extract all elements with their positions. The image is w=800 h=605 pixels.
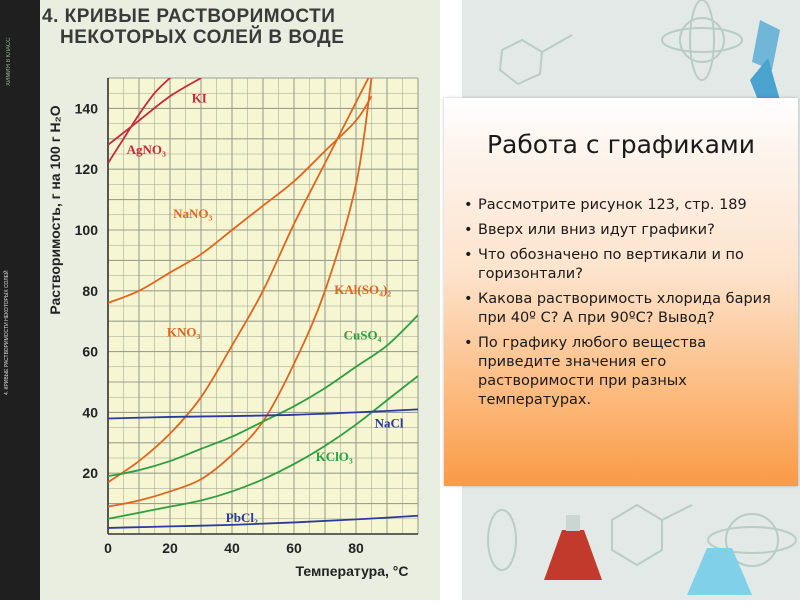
series-line: [108, 375, 418, 520]
solubility-chart: 20 40 60 80 100 120 140 0 20 40 60 80 KI AgNO₃ NaNO₃…: [47, 77, 419, 579]
y-tick-label: 120: [75, 161, 99, 177]
task-item: По графику любого вещества приведите зна…: [464, 334, 782, 410]
side-strip: ХИМИЯ 8 КЛАСС 4. КРИВЫЕ РАСТВОРИМОСТИ НЕ…: [0, 0, 40, 600]
chemistry-decor-icon: [487, 0, 797, 595]
y-tick-label: 20: [82, 465, 98, 481]
series-line: [108, 78, 370, 484]
series-label: KI: [192, 90, 207, 105]
y-tick-label: 100: [75, 222, 99, 238]
page-title-line2: НЕКОТОРЫХ СОЛЕЙ В ВОДЕ: [60, 27, 345, 48]
task-item: Вверх или вниз идут графики?: [464, 221, 782, 240]
page-title: 4. КРИВЫЕ РАСТВОРИМОСТИ НЕКОТОРЫХ СОЛЕЙ …: [42, 6, 344, 48]
series-line: [108, 95, 373, 304]
chart-grid: [107, 77, 419, 535]
series-line: [108, 514, 418, 529]
x-tick-label: 80: [348, 540, 364, 556]
series-label: CuSO₄: [344, 327, 382, 342]
x-tick-label: 40: [224, 540, 240, 556]
series-line: [108, 78, 202, 146]
task-item: Рассмотрите рисунок 123, стр. 189: [464, 196, 782, 215]
y-tick-label: 40: [82, 404, 98, 420]
series-label: PbCl₂: [226, 510, 258, 525]
page-title-line1: 4. КРИВЫЕ РАСТВОРИМОСТИ: [42, 6, 336, 27]
task-list: Рассмотрите рисунок 123, стр. 189 Вверх …: [464, 196, 782, 416]
series-label: KNO₃: [167, 324, 201, 339]
series-line: [108, 78, 172, 164]
task-panel: Работа с графиками Рассмотрите рисунок 1…: [444, 98, 798, 486]
task-item: Что обозначено по вертикали и по горизон…: [464, 246, 782, 284]
y-axis-label: Растворимость, г на 100 г H₂O: [47, 105, 63, 314]
chart-series: [108, 78, 418, 529]
series-labels: KI AgNO₃ NaNO₃ KNO₃ KAl(SO₄)₂ CuSO₄ NaCl KClO₃ P…: [127, 90, 404, 525]
x-tick-label: 60: [286, 540, 302, 556]
y-tick-label: 80: [82, 283, 98, 299]
series-label: KClO₃: [316, 449, 353, 464]
x-tick-label: 20: [162, 540, 178, 556]
x-tick-label: 0: [104, 540, 112, 556]
series-label: KAl(SO₄)₂: [334, 282, 391, 297]
y-axis-ticks: 20 40 60 80 100 120 140: [75, 100, 99, 481]
task-panel-title: Работа с графиками: [486, 130, 756, 159]
series-label: NaCl: [375, 416, 404, 431]
series-line: [108, 314, 418, 478]
x-axis-ticks: 0 20 40 60 80: [104, 540, 364, 556]
x-axis-label: Температура, °С: [295, 563, 408, 579]
series-line: [108, 408, 418, 420]
task-item: Какова растворимость хлорида бария при 4…: [464, 290, 782, 328]
series-label: AgNO₃: [127, 142, 166, 157]
series-label: NaNO₃: [173, 206, 212, 221]
y-tick-label: 60: [82, 344, 98, 360]
y-tick-label: 140: [75, 100, 99, 116]
